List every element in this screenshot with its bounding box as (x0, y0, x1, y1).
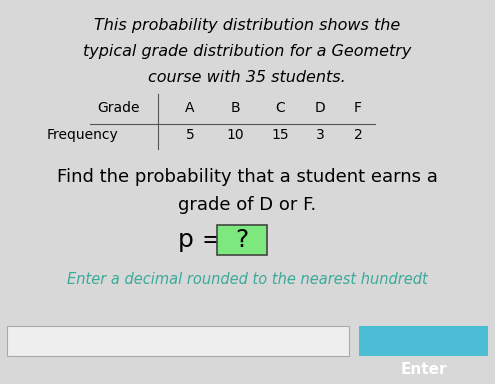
Text: 10: 10 (226, 128, 244, 142)
Text: C: C (275, 101, 285, 115)
Text: Enter: Enter (400, 361, 447, 376)
Text: 2: 2 (353, 128, 362, 142)
Text: Enter a decimal rounded to the nearest hundredt: Enter a decimal rounded to the nearest h… (67, 272, 427, 287)
Text: 15: 15 (271, 128, 289, 142)
Text: 5: 5 (186, 128, 195, 142)
Text: 3: 3 (316, 128, 324, 142)
Text: p =: p = (178, 228, 231, 252)
Text: F: F (354, 101, 362, 115)
Text: B: B (230, 101, 240, 115)
FancyBboxPatch shape (359, 326, 488, 356)
Text: course with 35 students.: course with 35 students. (148, 70, 346, 85)
Text: ?: ? (236, 228, 248, 252)
Text: D: D (315, 101, 325, 115)
Text: typical grade distribution for a Geometry: typical grade distribution for a Geometr… (83, 44, 411, 59)
Text: This probability distribution shows the: This probability distribution shows the (94, 18, 400, 33)
FancyBboxPatch shape (7, 326, 349, 356)
Text: A: A (185, 101, 195, 115)
Text: Grade: Grade (97, 101, 139, 115)
Text: grade of D or F.: grade of D or F. (178, 196, 316, 214)
FancyBboxPatch shape (217, 225, 267, 255)
Text: Find the probability that a student earns a: Find the probability that a student earn… (56, 168, 438, 186)
Text: Frequency: Frequency (46, 128, 118, 142)
